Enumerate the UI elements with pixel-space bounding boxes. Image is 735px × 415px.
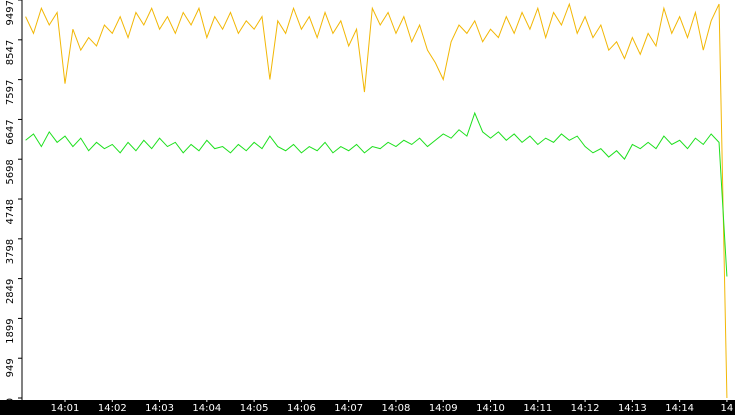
y-tick-label: 4748 xyxy=(5,199,16,224)
y-tick-label: 0 xyxy=(5,398,16,404)
x-tick-label: 14 xyxy=(721,403,734,414)
series-line xyxy=(25,2,728,399)
x-axis-band xyxy=(0,400,735,415)
y-tick-label: 9497 xyxy=(5,0,16,25)
x-tick-label: 14:09 xyxy=(429,403,458,414)
x-tick-label: 14:06 xyxy=(287,403,316,414)
x-tick-label: 14:03 xyxy=(145,403,174,414)
x-tick-label: 14:01 xyxy=(51,403,80,414)
y-tick-label: 2849 xyxy=(5,279,16,304)
x-tick-label: 14:02 xyxy=(98,403,127,414)
y-tick-label: 949 xyxy=(5,358,16,377)
x-tick-label: 14:07 xyxy=(334,403,363,414)
y-tick-label: 1899 xyxy=(5,318,16,343)
y-tick-label: 5698 xyxy=(5,159,16,184)
x-tick-label: 14:14 xyxy=(665,403,694,414)
y-tick-label: 6647 xyxy=(5,119,16,144)
x-tick-label: 14:08 xyxy=(382,403,411,414)
x-tick-label: 14:04 xyxy=(192,403,221,414)
x-tick-label: 14:13 xyxy=(618,403,647,414)
x-tick-label: 14:12 xyxy=(571,403,600,414)
x-tick-label: 14:05 xyxy=(240,403,269,414)
y-tick-label: 3798 xyxy=(5,239,16,264)
y-tick-label: 7597 xyxy=(5,80,16,105)
x-tick-label: 14:11 xyxy=(523,403,552,414)
x-tick-label: 14:10 xyxy=(476,403,505,414)
series-line xyxy=(25,111,728,277)
y-tick-label: 8547 xyxy=(5,40,16,65)
